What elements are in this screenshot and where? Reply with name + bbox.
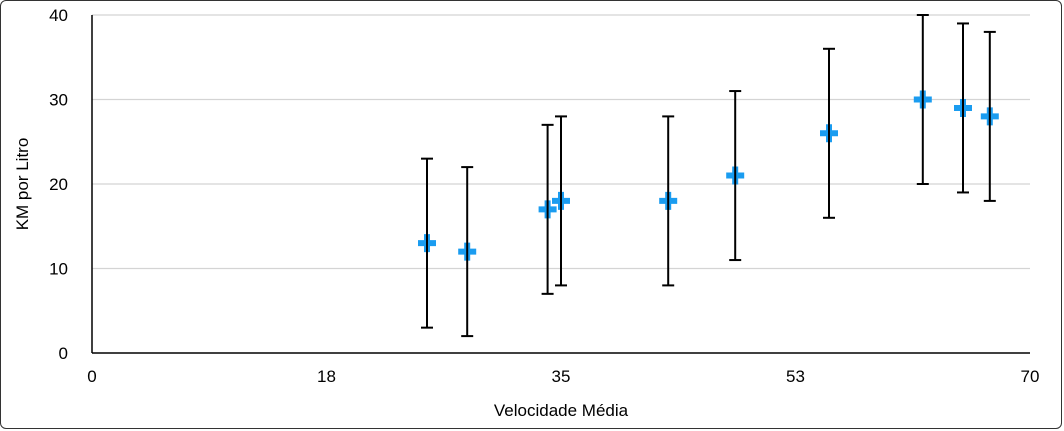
- x-tick-label: 18: [317, 367, 336, 386]
- y-tick-label: 0: [59, 344, 68, 363]
- y-axis-label: KM por Litro: [13, 138, 32, 231]
- y-tick-label: 10: [49, 260, 68, 279]
- x-tick-label: 35: [552, 367, 571, 386]
- x-axis-label: Velocidade Média: [494, 401, 629, 420]
- x-tick-label: 70: [1021, 367, 1040, 386]
- y-tick-label: 40: [49, 6, 68, 25]
- x-tick-label: 53: [786, 367, 805, 386]
- y-tick-label: 30: [49, 91, 68, 110]
- y-tick-label: 20: [49, 175, 68, 194]
- x-tick-label: 0: [87, 367, 96, 386]
